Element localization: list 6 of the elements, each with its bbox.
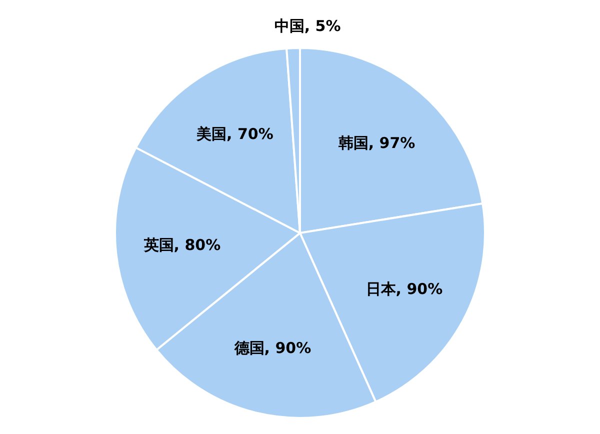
slice-label: 德国, 90% <box>233 339 312 358</box>
slice-label: 韩国, 97% <box>337 134 416 152</box>
slice-label: 日本, 90% <box>366 280 443 298</box>
slice-label: 美国, 70% <box>196 125 274 144</box>
slice-label: 中国, 5% <box>274 17 341 36</box>
slice-label: 英国, 80% <box>142 236 221 254</box>
